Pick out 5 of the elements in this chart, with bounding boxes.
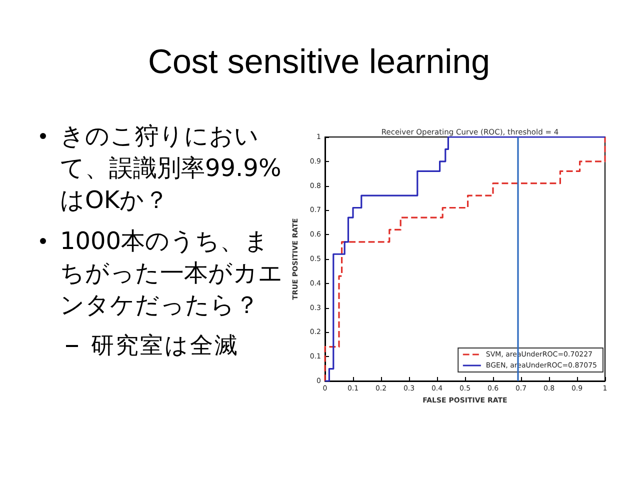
line-series bbox=[324, 136, 606, 382]
text: 1000本のうち、まちがった一本がカエンタケだったら？ bbox=[60, 227, 283, 319]
text: 研究室は全滅 bbox=[91, 333, 239, 359]
chart-title: Cost sensitive learning bbox=[146, 42, 492, 82]
text: きのこ狩りにおいて、誤識別率99.9%はOKか？ bbox=[60, 122, 282, 214]
